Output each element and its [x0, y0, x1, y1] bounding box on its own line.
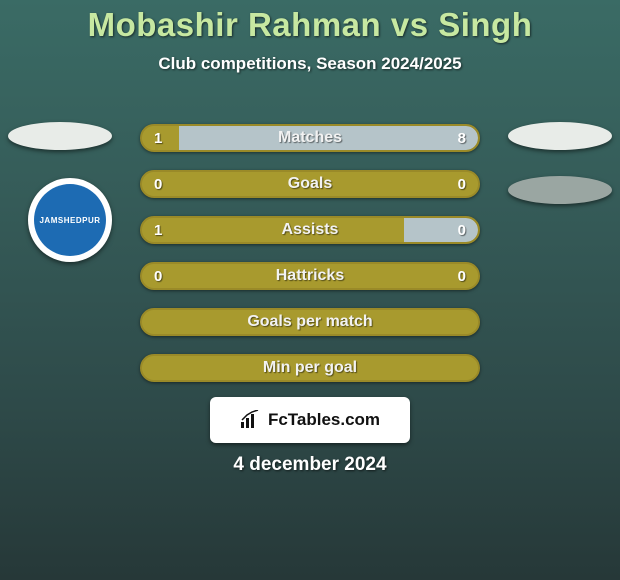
- stat-label: Hattricks: [142, 264, 478, 288]
- stat-row: Goals per match: [140, 308, 480, 336]
- stat-label: Goals per match: [142, 310, 478, 334]
- fctables-label: FcTables.com: [268, 410, 380, 430]
- player1-flag-ellipse: [8, 122, 112, 150]
- stat-row: 00Hattricks: [140, 262, 480, 290]
- stat-label: Goals: [142, 172, 478, 196]
- player1-club-badge: JAMSHEDPUR: [28, 178, 112, 262]
- date-caption: 4 december 2024: [0, 454, 620, 476]
- stat-row: 10Assists: [140, 216, 480, 244]
- stat-label: Matches: [142, 126, 478, 150]
- comparison-subtitle: Club competitions, Season 2024/2025: [0, 54, 620, 74]
- stat-label: Min per goal: [142, 356, 478, 380]
- stat-row: Min per goal: [140, 354, 480, 382]
- player2-club-ellipse: [508, 176, 612, 204]
- chart-icon: [240, 410, 262, 430]
- club-badge-label: JAMSHEDPUR: [34, 184, 106, 256]
- stat-rows: 18Matches 00Goals 10Assists 00Hattricks Goal…: [140, 124, 480, 400]
- fctables-badge[interactable]: FcTables.com: [210, 397, 410, 443]
- comparison-title: Mobashir Rahman vs Singh: [0, 0, 620, 44]
- stat-row: 00Goals: [140, 170, 480, 198]
- stat-label: Assists: [142, 218, 478, 242]
- player2-flag-ellipse: [508, 122, 612, 150]
- stat-row: 18Matches: [140, 124, 480, 152]
